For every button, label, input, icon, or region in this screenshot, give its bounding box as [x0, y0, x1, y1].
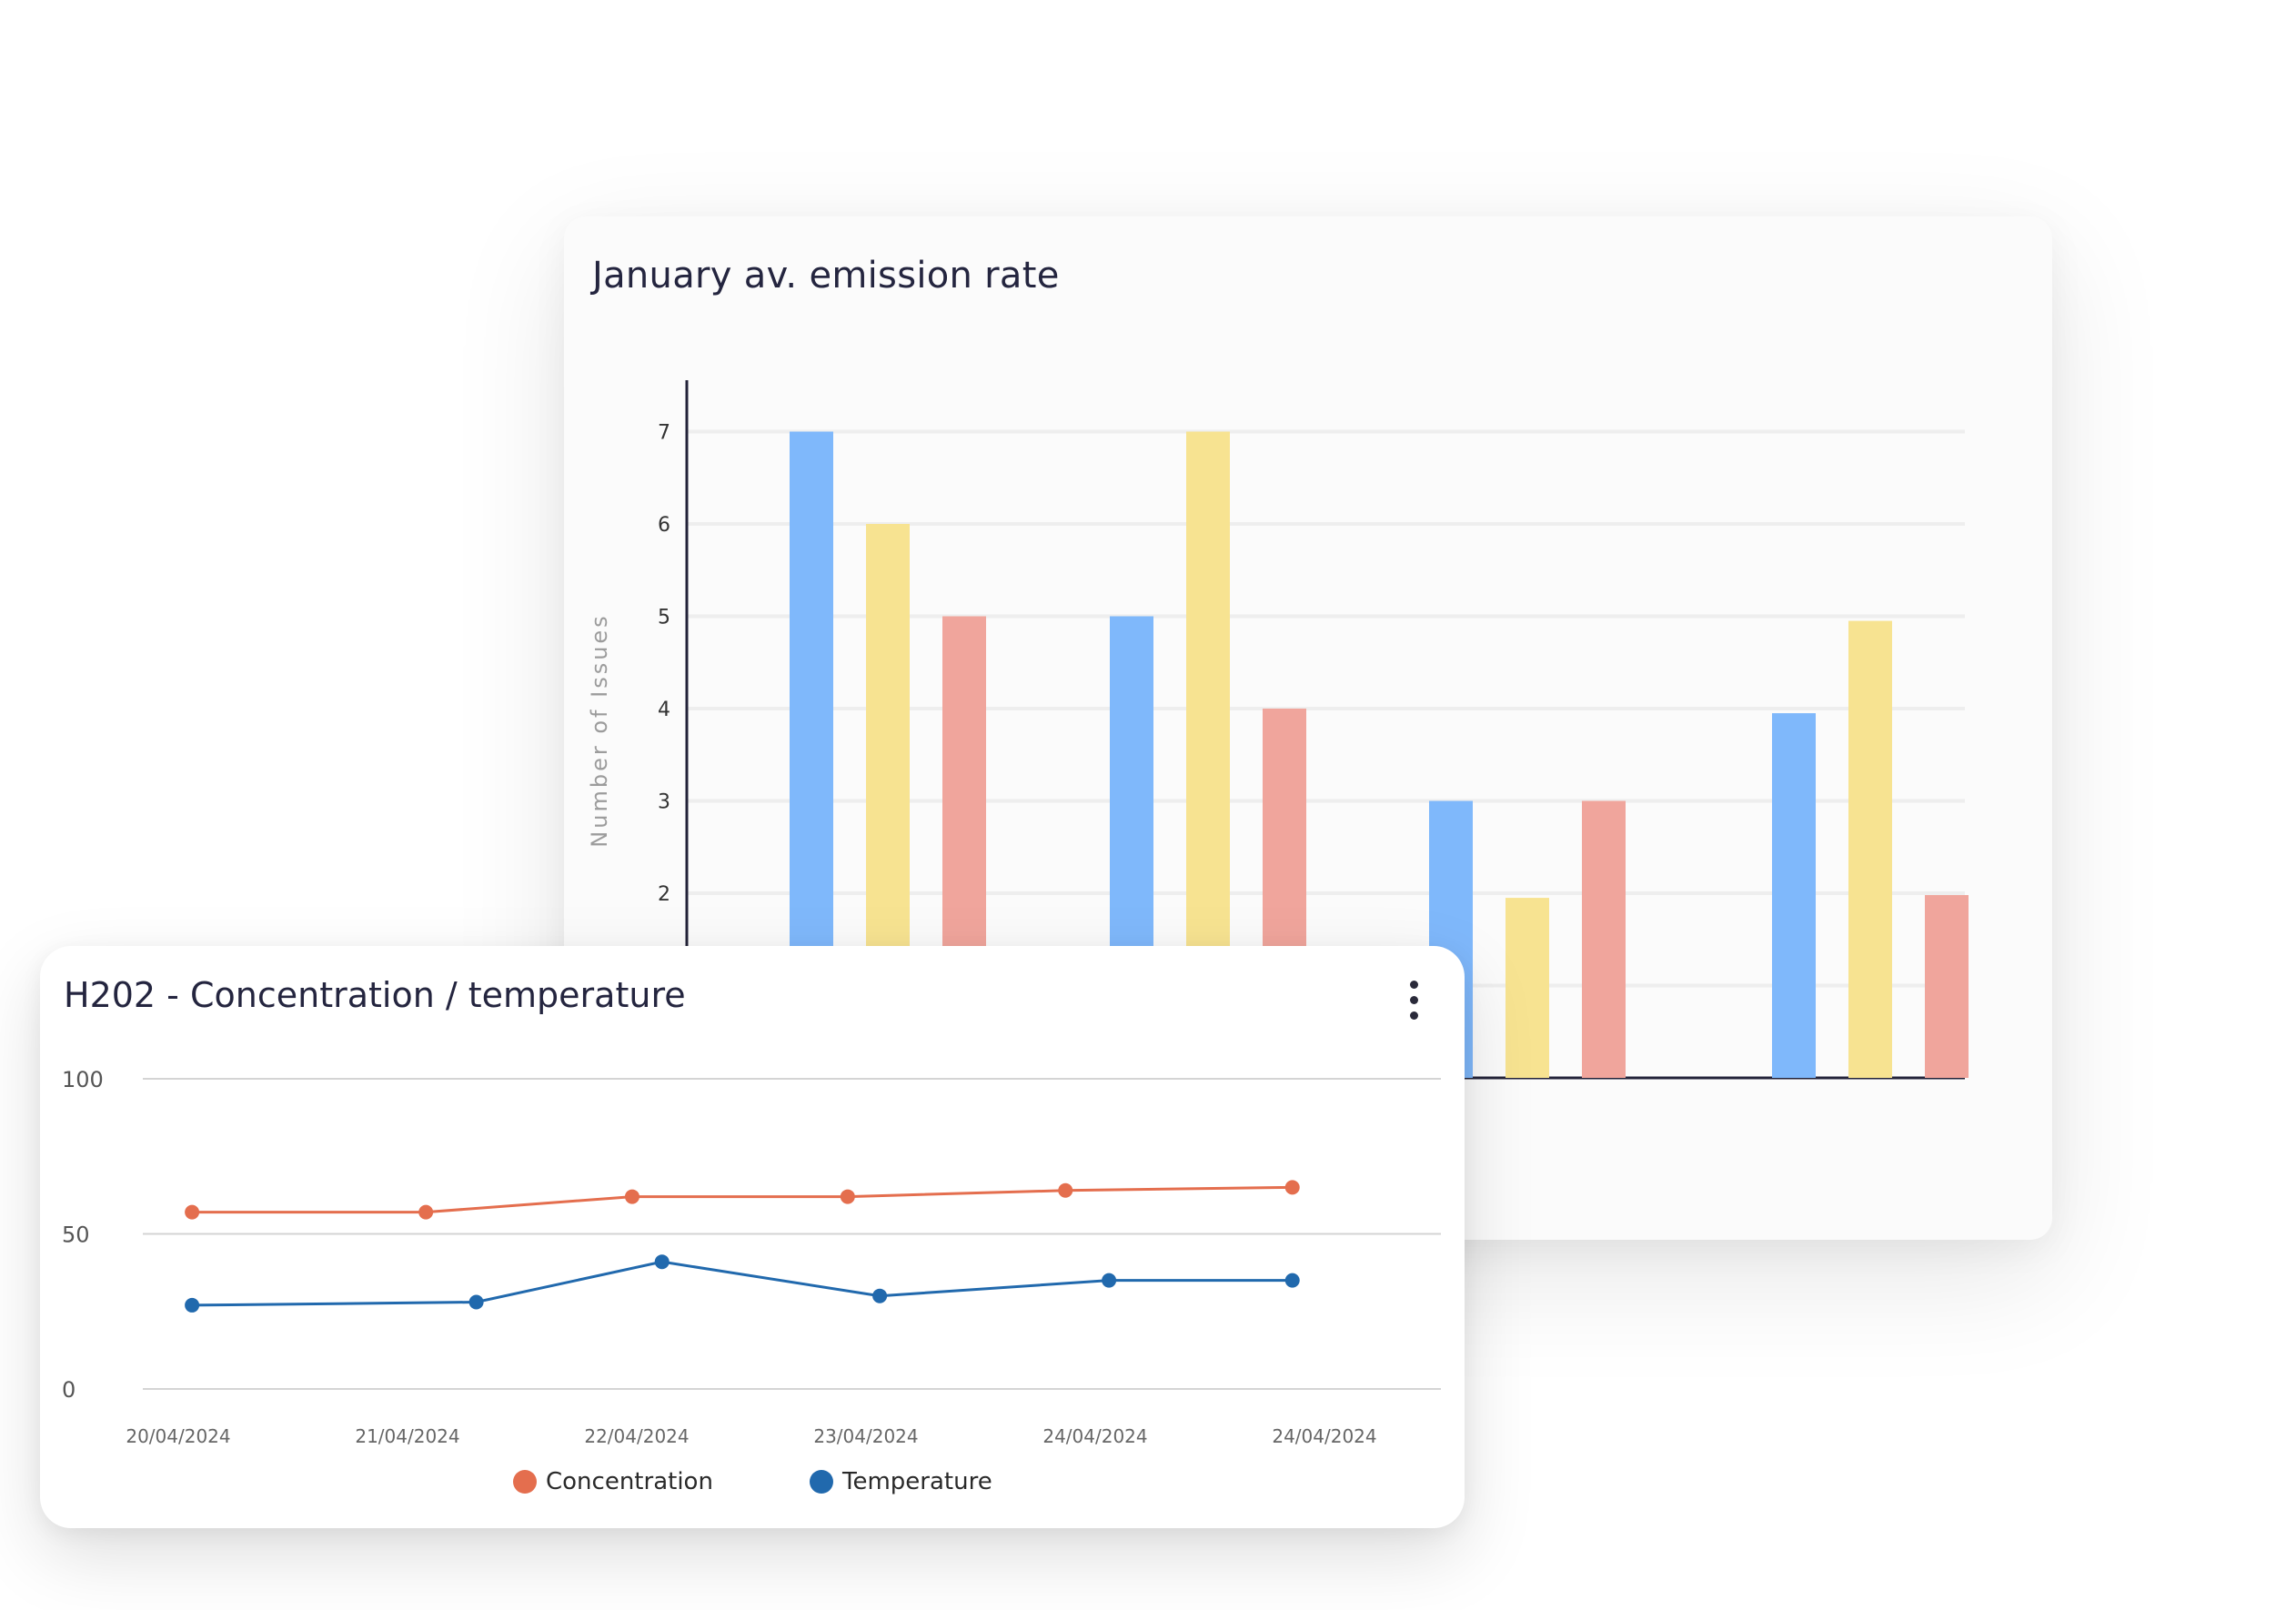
y-tick-label: 6 [658, 514, 670, 537]
temperature-point [1102, 1273, 1117, 1288]
line-chart: 0 50 100 20/04/2024 21/04/2024 22/04/2024 23/0… [62, 1067, 1441, 1447]
y-tick-label: 7 [658, 422, 670, 445]
legend-concentration[interactable]: Concentration [513, 1468, 713, 1495]
concentration-point [418, 1204, 434, 1220]
x-tick-label: 22/04/2024 [584, 1425, 689, 1447]
concentration-point [1284, 1180, 1300, 1195]
legend-concentration-label: Concentration [546, 1468, 713, 1495]
emission-rate-title: January av. emission rate [592, 255, 1060, 297]
x-tick-label: 21/04/2024 [355, 1425, 459, 1447]
temperature-point [654, 1254, 670, 1270]
y-tick-label: 3 [658, 791, 670, 814]
y-tick-label: 2 [658, 883, 670, 906]
concentration-temperature-title: H202 - Concentration / temperature [64, 975, 686, 1015]
temperature-legend-dot [810, 1470, 833, 1494]
temperature-point [872, 1288, 888, 1303]
bar [1772, 713, 1816, 1078]
y-tick-label: 100 [62, 1067, 104, 1092]
concentration-temperature-card: H202 - Concentration / temperature 0 50 10… [40, 946, 1465, 1528]
temperature-point [1284, 1273, 1300, 1288]
x-tick-label: 24/04/2024 [1042, 1425, 1147, 1447]
y-axis-title: Number of Issues [587, 613, 612, 847]
bar [1505, 898, 1549, 1078]
concentration-legend-dot [513, 1470, 537, 1494]
concentration-point [185, 1204, 200, 1220]
bar [1925, 895, 1969, 1078]
y-tick-label: 50 [62, 1223, 90, 1248]
temperature-point [468, 1294, 484, 1310]
bar [1848, 620, 1892, 1078]
x-tick-label: 24/04/2024 [1272, 1425, 1376, 1447]
y-tick-label: 0 [62, 1377, 76, 1403]
x-tick-label: 20/04/2024 [126, 1425, 230, 1447]
temperature-line [192, 1260, 1293, 1307]
concentration-point [624, 1189, 639, 1204]
temperature-point [185, 1297, 200, 1313]
y-tick-label: 4 [658, 699, 670, 721]
concentration-line [192, 1185, 1293, 1214]
legend-temperature-label: Temperature [842, 1468, 992, 1495]
legend-temperature[interactable]: Temperature [810, 1468, 992, 1495]
y-tick-label: 5 [658, 607, 670, 629]
x-tick-label: 23/04/2024 [813, 1425, 918, 1447]
kebab-menu-icon[interactable] [1405, 981, 1423, 1021]
concentration-point [1058, 1182, 1073, 1198]
concentration-point [840, 1189, 855, 1204]
bar [1582, 800, 1626, 1078]
